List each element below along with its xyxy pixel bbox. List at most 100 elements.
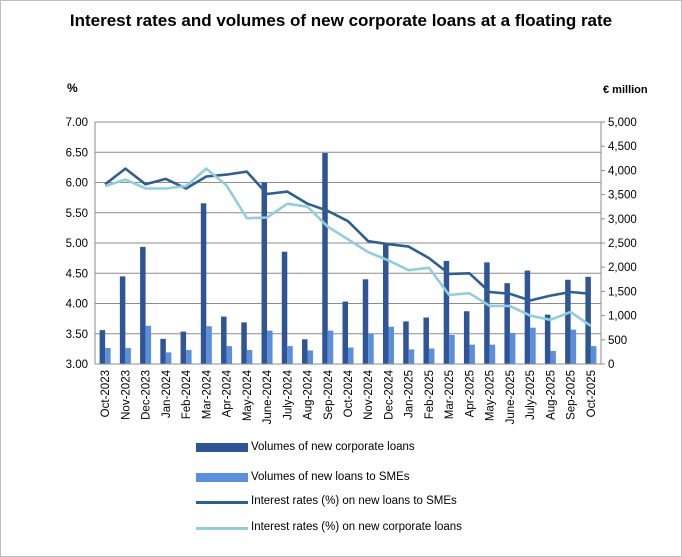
- bar-sme-loans: [267, 330, 273, 364]
- line-corporate-interest-rate: [104, 167, 592, 327]
- bar-corporate-loans: [504, 283, 510, 364]
- bar-corporate-loans: [160, 338, 166, 364]
- y-right-tick-label: 0: [608, 359, 614, 371]
- x-tick-label: Jan-2025: [404, 370, 416, 418]
- bar-sme-loans: [469, 344, 475, 364]
- y-left-tick-label: 6.00: [66, 178, 88, 190]
- x-tick-label: Sep-2024: [323, 369, 335, 419]
- bar-corporate-loans: [281, 251, 288, 364]
- legend-item: Volumes of new corporate loans: [196, 441, 516, 457]
- legend-swatch: [196, 473, 248, 482]
- bar-corporate-loans: [544, 314, 551, 364]
- bar-sme-loans: [186, 349, 192, 364]
- x-tick-label: Feb-2025: [424, 370, 436, 419]
- x-tick-label: Oct-2025: [586, 370, 598, 417]
- bar-corporate-loans: [261, 182, 268, 364]
- y-left-tick-label: 4.50: [66, 268, 88, 280]
- bar-sme-loans: [428, 348, 435, 364]
- x-tick-label: Mar-2025: [444, 370, 456, 419]
- bar-corporate-loans: [443, 260, 450, 364]
- bar-corporate-loans: [302, 339, 308, 364]
- legend-item: Interest rates (%) on new corporate loan…: [196, 521, 516, 537]
- x-tick-label: May-2025: [485, 370, 497, 421]
- bar-corporate-loans: [221, 316, 227, 364]
- bar-sme-loans: [550, 350, 556, 364]
- y-left-tick-label: 4.00: [66, 299, 88, 311]
- bar-corporate-loans: [524, 270, 531, 364]
- bar-corporate-loans: [403, 321, 409, 364]
- chart-title: Interest rates and volumes of new corpor…: [69, 11, 613, 30]
- bar-corporate-loans: [463, 311, 470, 364]
- bar-sme-loans: [246, 349, 253, 364]
- x-tick-label: Dec-2024: [383, 369, 395, 419]
- bar-sme-loans: [489, 344, 496, 364]
- y-left-tick-label: 6.50: [66, 147, 88, 159]
- y-right-tick-label: 1,000: [608, 311, 637, 323]
- x-tick-label: May-2024: [242, 369, 254, 421]
- y-right-tick-label: 2,500: [608, 238, 637, 250]
- bar-sme-loans: [368, 333, 374, 364]
- y-left-tick-label: 5.00: [66, 238, 88, 250]
- x-tick-label: Feb-2024: [181, 369, 193, 419]
- bar-sme-loans: [307, 350, 314, 364]
- bar-sme-loans: [145, 325, 152, 364]
- legend-swatch: [196, 501, 248, 504]
- bar-corporate-loans: [342, 301, 348, 364]
- x-tick-label: Aug-2025: [545, 370, 557, 420]
- y-right-tick-label: 5,000: [608, 117, 637, 129]
- bar-sme-loans: [408, 349, 415, 364]
- left-axis-unit-label: %: [67, 81, 78, 95]
- x-tick-label: June-2024: [262, 369, 274, 424]
- x-tick-label: June-2025: [505, 370, 517, 424]
- bar-sme-loans: [509, 333, 516, 364]
- legend-label: Interest rates (%) on new corporate loan…: [251, 521, 462, 533]
- y-right-tick-label: 3,000: [608, 214, 637, 226]
- legend-label: Interest rates (%) on new loans to SMEs: [251, 495, 457, 507]
- bar-corporate-loans: [362, 279, 369, 364]
- y-right-tick-label: 1,500: [608, 286, 637, 298]
- x-tick-label: Aug-2024: [303, 369, 315, 419]
- bar-sme-loans: [388, 326, 394, 364]
- line-sme-interest-rate: [104, 167, 592, 302]
- bar-corporate-loans: [119, 276, 126, 364]
- x-tick-label: July-2025: [525, 370, 537, 420]
- x-tick-label: Mar-2024: [201, 369, 213, 419]
- legend-label: Volumes of new corporate loans: [251, 441, 415, 453]
- x-tick-label: Dec-2023: [141, 370, 153, 420]
- bar-corporate-loans: [484, 262, 490, 364]
- legend-item: Interest rates (%) on new loans to SMEs: [196, 495, 516, 511]
- bar-sme-loans: [125, 348, 131, 364]
- bar-sme-loans: [327, 330, 334, 364]
- bar-corporate-loans: [322, 152, 328, 364]
- x-tick-label: Nov-2023: [120, 370, 132, 420]
- bar-sme-loans: [590, 346, 597, 364]
- bar-sme-loans: [206, 326, 212, 364]
- x-tick-label: Apr-2025: [464, 370, 476, 417]
- bar-sme-loans: [226, 346, 233, 364]
- x-tick-label: Jan-2024: [161, 369, 173, 418]
- bar-corporate-loans: [382, 243, 389, 364]
- legend-item: Volumes of new loans to SMEs: [196, 471, 516, 487]
- x-tick-label: Nov-2024: [363, 369, 375, 419]
- y-left-tick-label: 3.00: [66, 359, 88, 371]
- bar-corporate-loans: [200, 203, 207, 364]
- y-left-tick-label: 5.50: [66, 208, 88, 220]
- bar-sme-loans: [105, 348, 111, 364]
- legend-swatch: [196, 527, 248, 530]
- legend-swatch: [196, 443, 248, 452]
- bar-corporate-loans: [140, 246, 146, 364]
- bar-sme-loans: [287, 346, 293, 364]
- y-left-tick-label: 3.50: [66, 329, 88, 341]
- bar-sme-loans: [530, 327, 536, 364]
- y-right-tick-label: 500: [608, 335, 627, 347]
- x-tick-label: Oct-2024: [343, 369, 355, 417]
- bar-corporate-loans: [585, 276, 591, 364]
- right-axis-unit-label: € million: [603, 84, 648, 96]
- y-right-tick-label: 4,000: [608, 165, 637, 177]
- x-tick-label: July-2024: [282, 369, 294, 419]
- y-right-tick-label: 4,500: [608, 141, 637, 153]
- bar-corporate-loans: [565, 279, 571, 364]
- bar-sme-loans: [165, 352, 172, 364]
